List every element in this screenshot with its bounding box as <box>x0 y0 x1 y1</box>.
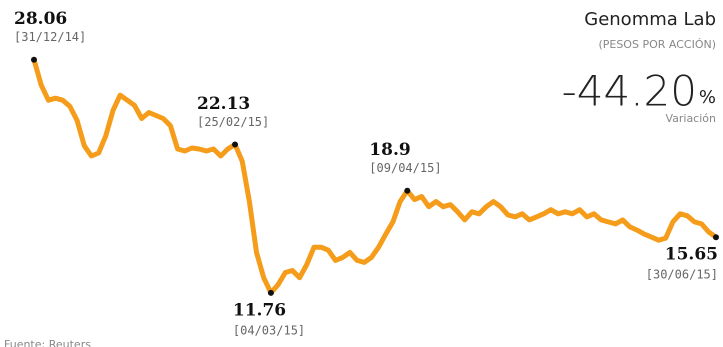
date-label: [04/03/15] <box>233 323 305 337</box>
change-unit: % <box>699 87 716 108</box>
point-marker <box>404 187 411 194</box>
date-label: [31/12/14] <box>14 30 86 44</box>
date-label: [30/06/15] <box>646 268 718 282</box>
chart-subtitle: (PESOS POR ACCIÓN) <box>598 38 716 51</box>
value-label: 28.06 <box>14 9 67 29</box>
value-label: 11.76 <box>233 300 286 320</box>
price-line <box>31 57 719 296</box>
value-label: 22.13 <box>197 94 250 114</box>
point-marker <box>232 141 239 148</box>
source: Fuente: Reuters <box>4 338 91 347</box>
point-marker <box>713 234 719 241</box>
date-label: [09/04/15] <box>369 161 441 175</box>
point-marker <box>31 56 37 63</box>
chart-title: Genomma Lab <box>584 9 716 30</box>
value-label: 15.65 <box>665 245 718 265</box>
value-label: 18.9 <box>369 140 410 160</box>
date-label: [25/02/15] <box>197 115 269 129</box>
change-label: Variación <box>665 112 716 125</box>
point-marker <box>267 289 274 296</box>
change-value: -44.20 <box>562 67 697 116</box>
